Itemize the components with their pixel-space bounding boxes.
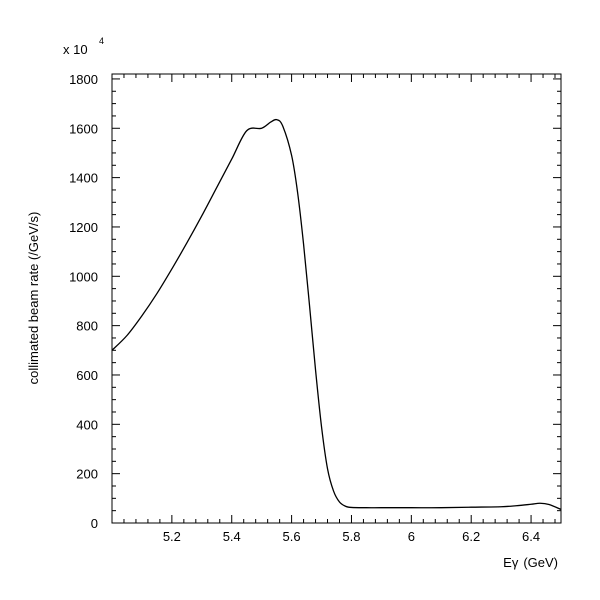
x-tick-label: 6.4 [522,529,540,544]
x-axis-label-symbol: γ [512,555,519,570]
x-tick-label: 6 [408,529,415,544]
x-axis-label: Eγ (GeV) [503,555,558,570]
y-multiplier-base: x 10 [63,42,88,57]
x-tick-label: 5.6 [283,529,301,544]
y-tick-label: 1000 [69,269,98,284]
plot-frame [111,73,562,524]
y-tick-label: 1200 [69,220,98,235]
series-line [111,118,562,511]
x-tick-label: 6.2 [462,529,480,544]
y-tick-label: 800 [76,319,98,334]
y-tick-label: 1400 [69,171,98,186]
x-axis-label-base: E [503,555,512,570]
y-multiplier-exponent: 4 [99,36,104,46]
y-tick-label: 200 [76,467,98,482]
y-tick-label: 1800 [69,72,98,87]
x-tick-label: 5.2 [163,529,181,544]
x-axis-label-unit: (GeV) [523,555,558,570]
x-axis-ticks [111,74,556,523]
y-axis-tick-labels: 0 200 400 600 800 1000 1200 1400 1600 1800 [69,72,98,531]
y-tick-label: 400 [76,417,98,432]
x-tick-label: 5.8 [342,529,360,544]
y-tick-label: 600 [76,368,98,383]
x-tick-label: 5.4 [223,529,241,544]
y-tick-label: 0 [91,516,98,531]
y-tick-label: 1600 [69,121,98,136]
y-axis-label: collimated beam rate (/GeV/s) [26,212,41,385]
y-axis-ticks [112,78,561,524]
x-axis-tick-labels: 5.2 5.4 5.6 5.8 6 6.2 6.4 [163,529,540,544]
